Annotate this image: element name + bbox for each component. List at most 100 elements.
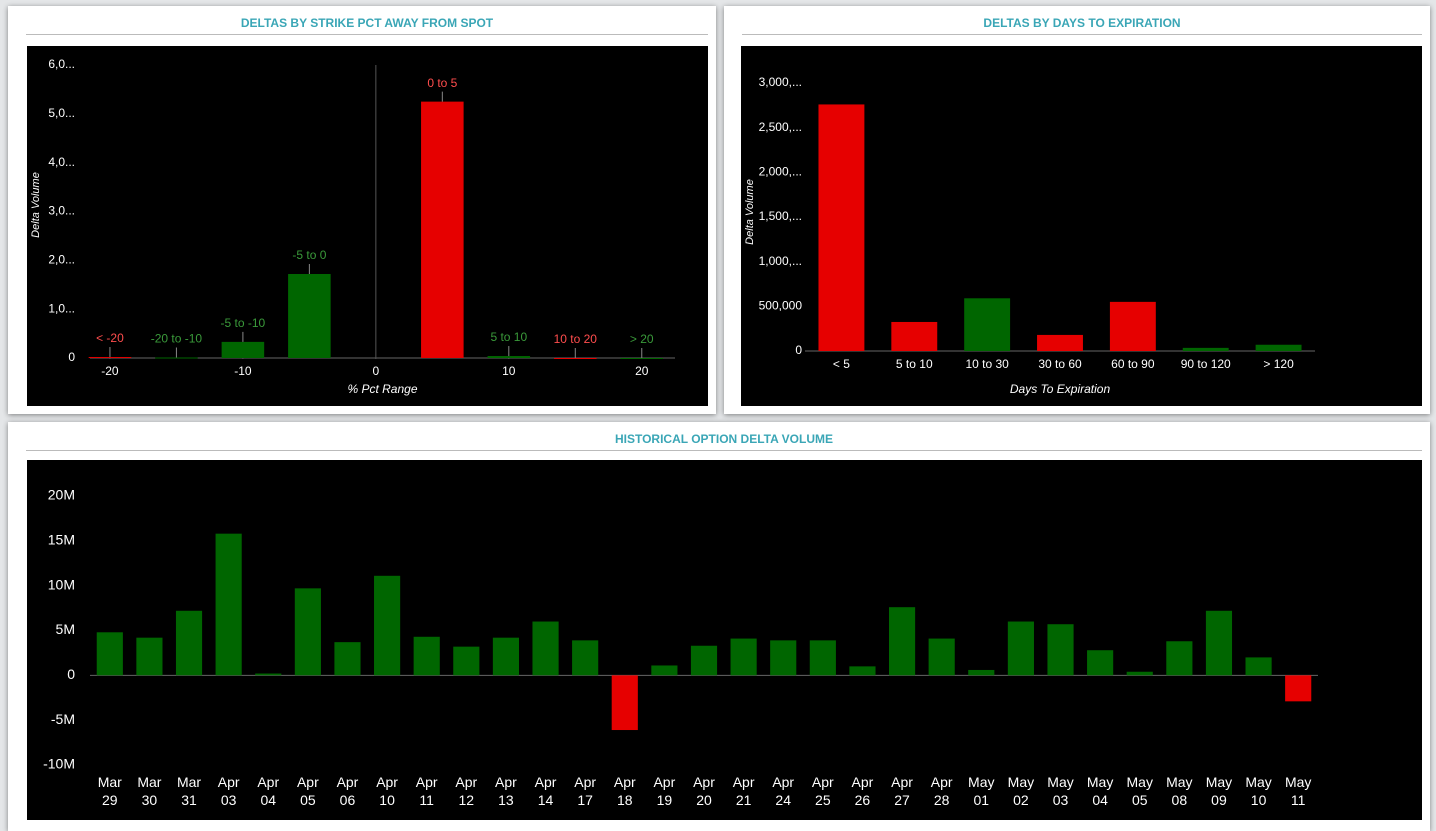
x-tick-label: May 02 bbox=[1007, 774, 1035, 808]
x-tick-label: 10 to 30 bbox=[965, 357, 1009, 371]
chart: 0 500,000 1,000,... 1,500,... 2,000,... 2,500… bbox=[744, 75, 1315, 396]
bar bbox=[255, 673, 282, 676]
x-tick-label: 60 to 90 bbox=[1111, 357, 1155, 371]
x-tick-label: 0 bbox=[373, 364, 380, 378]
bar bbox=[334, 642, 361, 676]
x-tick-label: Apr 20 bbox=[693, 774, 715, 808]
y-axis-label: Delta Volume bbox=[744, 179, 756, 245]
bar bbox=[809, 640, 836, 676]
y-tick-label: 0 bbox=[795, 343, 802, 357]
bar bbox=[1087, 650, 1114, 676]
x-tick-label: Apr 19 bbox=[653, 774, 676, 808]
x-tick-label: May 09 bbox=[1205, 774, 1233, 808]
bar bbox=[532, 621, 559, 676]
y-tick-label: -10M bbox=[43, 756, 75, 772]
bar bbox=[1037, 334, 1083, 351]
bar-label: -20 to -10 bbox=[151, 332, 203, 346]
bar bbox=[421, 101, 464, 358]
y-tick-label: 4,0... bbox=[48, 155, 75, 169]
bar bbox=[492, 637, 520, 676]
bar bbox=[1245, 657, 1272, 676]
x-tick-label: Apr 03 bbox=[217, 774, 240, 808]
x-tick-label: Apr 05 bbox=[296, 774, 319, 808]
bar bbox=[968, 669, 995, 676]
x-tick-label: 90 to 120 bbox=[1181, 357, 1231, 371]
bar bbox=[155, 357, 198, 359]
bar bbox=[891, 321, 938, 351]
bar-label: 10 to 20 bbox=[554, 332, 598, 346]
panel: DELTAS BY DAYS TO EXPIRATION 0 500,000 1,0… bbox=[724, 6, 1430, 414]
x-tick-label: Apr 04 bbox=[257, 774, 280, 808]
x-tick-label: Apr 06 bbox=[336, 774, 359, 808]
x-axis-label: Days To Expiration bbox=[1010, 382, 1111, 396]
x-tick-label: 10 bbox=[502, 364, 516, 378]
x-tick-label: Apr 11 bbox=[415, 774, 438, 808]
x-tick-label: May 11 bbox=[1284, 774, 1312, 808]
bar bbox=[1255, 344, 1302, 351]
x-tick-label: Apr 21 bbox=[732, 774, 755, 808]
bar bbox=[818, 104, 865, 351]
chart: 0 1,0... 2,0... 3,0... 4,0... 5,0... 6,0... Del… bbox=[30, 57, 675, 396]
y-tick-label: 1,0... bbox=[48, 301, 75, 315]
x-tick-label: -10 bbox=[234, 364, 252, 378]
panel-title: HISTORICAL OPTION DELTA VOLUME bbox=[26, 432, 1422, 451]
bar bbox=[1285, 675, 1312, 702]
x-tick-label: < 5 bbox=[833, 357, 850, 371]
x-tick-label: Apr 14 bbox=[534, 774, 557, 808]
y-tick-label: 15M bbox=[48, 532, 75, 548]
y-tick-label: 0 bbox=[67, 666, 75, 682]
x-tick-label: 5 to 10 bbox=[896, 357, 933, 371]
chart: -10M -5M 0 5M 10M 15M 20M bbox=[43, 487, 1318, 772]
x-tick-label: May 08 bbox=[1166, 774, 1193, 808]
bar bbox=[1007, 621, 1034, 676]
y-tick-label: 1,500,... bbox=[759, 209, 802, 223]
bar bbox=[288, 274, 331, 358]
bar bbox=[1182, 347, 1229, 351]
x-tick-label: Apr 10 bbox=[376, 774, 398, 808]
y-tick-label: 2,0... bbox=[48, 253, 75, 267]
bar bbox=[620, 358, 664, 359]
y-tick-label: 10M bbox=[48, 576, 75, 592]
y-tick-label: 1,000,... bbox=[759, 254, 802, 268]
x-tick-label: Mar 29 bbox=[97, 774, 122, 808]
x-tick-label: May 05 bbox=[1126, 774, 1153, 808]
x-tick-label: Apr 17 bbox=[574, 774, 597, 808]
bar bbox=[88, 357, 132, 359]
bar bbox=[690, 645, 718, 676]
plot-area: 0 500,000 1,000,... 1,500,... 2,000,... 2,500… bbox=[741, 46, 1422, 406]
bar bbox=[215, 533, 242, 676]
bar bbox=[487, 356, 531, 358]
bar-label: 5 to 10 bbox=[490, 330, 527, 344]
x-tick-label: May 01 bbox=[968, 774, 995, 808]
bar-label: -5 to 0 bbox=[292, 248, 326, 262]
x-tick-label: -20 bbox=[101, 364, 119, 378]
bar bbox=[136, 637, 163, 676]
panel: DELTAS BY STRIKE PCT AWAY FROM SPOT 0 1,0… bbox=[8, 6, 716, 414]
x-tick-label: 20 bbox=[635, 364, 649, 378]
y-tick-label: 3,000,... bbox=[759, 75, 802, 89]
y-tick-label: 20M bbox=[48, 487, 75, 503]
y-tick-label: -5M bbox=[51, 711, 75, 727]
panel-title: DELTAS BY DAYS TO EXPIRATION bbox=[742, 16, 1422, 35]
bar bbox=[1047, 624, 1074, 676]
panel-title: DELTAS BY STRIKE PCT AWAY FROM SPOT bbox=[26, 16, 708, 35]
x-tick-label: > 120 bbox=[1263, 357, 1294, 371]
plot-area: -10M -5M 0 5M 10M 15M 20M Mar 29 Mar 30 Mar 31 Apr… bbox=[27, 460, 1422, 820]
bar bbox=[964, 298, 1011, 351]
x-axis-label: % Pct Range bbox=[347, 382, 417, 396]
bar bbox=[730, 638, 757, 676]
y-tick-label: 6,0... bbox=[48, 57, 75, 71]
x-tick-label: Apr 13 bbox=[495, 774, 517, 808]
plot-area: 0 1,0... 2,0... 3,0... 4,0... 5,0... 6,0... Del… bbox=[27, 46, 708, 406]
bar bbox=[1109, 301, 1156, 351]
x-tick-label: May 10 bbox=[1245, 774, 1272, 808]
bar bbox=[1126, 671, 1153, 676]
bar-label: < -20 bbox=[96, 331, 124, 345]
x-tick-label: Apr 18 bbox=[613, 774, 636, 808]
bar bbox=[572, 640, 599, 676]
bar bbox=[453, 646, 480, 676]
bar bbox=[413, 636, 440, 676]
y-tick-label: 2,500,... bbox=[759, 120, 802, 134]
y-tick-label: 500,000 bbox=[759, 299, 803, 313]
